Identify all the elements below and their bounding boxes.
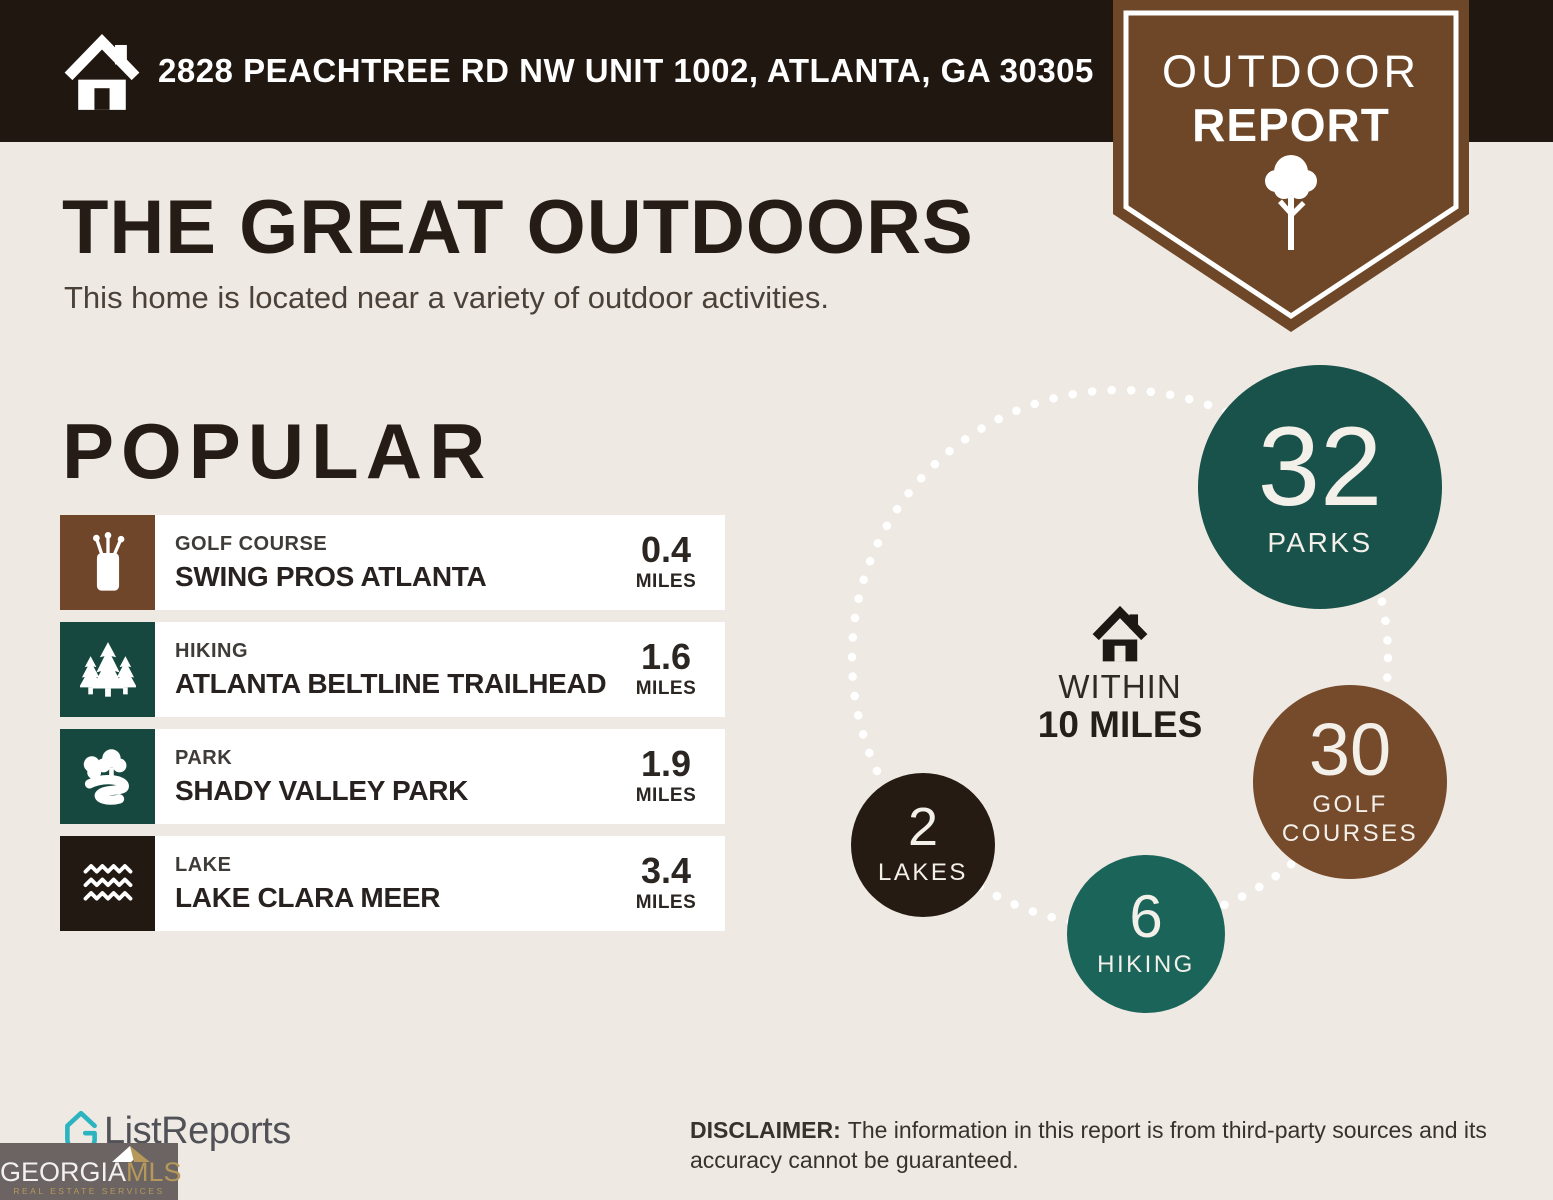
list-item-hiking: HIKING ATLANTA BELTLINE TRAILHEAD 1.6 MI… bbox=[60, 622, 725, 717]
stat-circle-hiking: 6 HIKING bbox=[1067, 855, 1225, 1013]
stat-circle-parks: 32 PARKS bbox=[1198, 365, 1442, 609]
item-category: HIKING bbox=[175, 639, 248, 662]
item-name: SHADY VALLEY PARK bbox=[175, 774, 469, 806]
mls-tagline: REAL ESTATE SERVICES bbox=[13, 1186, 165, 1196]
stat-circle-golf-courses: 30 GOLF COURSES bbox=[1253, 685, 1447, 879]
stat-label: GOLF COURSES bbox=[1281, 791, 1419, 848]
item-name: ATLANTA BELTLINE TRAILHEAD bbox=[175, 667, 607, 699]
park-path-icon bbox=[60, 729, 155, 824]
popular-list: GOLF COURSE SWING PROS ATLANTA 0.4 MILES bbox=[60, 515, 725, 943]
radius-label-line1: WITHIN bbox=[1058, 668, 1182, 705]
stat-label: PARKS bbox=[1267, 527, 1373, 559]
page-subtitle: This home is located near a variety of o… bbox=[64, 280, 830, 315]
list-item-lake: LAKE LAKE CLARA MEER 3.4 MILES bbox=[60, 836, 725, 931]
stat-value: 30 bbox=[1308, 708, 1392, 792]
item-name: LAKE CLARA MEER bbox=[175, 881, 441, 913]
stat-value: 32 bbox=[1257, 404, 1383, 529]
radius-label-line2: 10 MILES bbox=[1037, 704, 1203, 745]
stat-circle-lakes: 2 LAKES bbox=[851, 773, 995, 917]
mls-name-right: MLS bbox=[126, 1157, 182, 1187]
disclaimer-text: The information in this report is from t… bbox=[690, 1117, 1487, 1173]
waves-icon bbox=[60, 836, 155, 931]
golf-bag-icon bbox=[60, 515, 155, 610]
item-name: SWING PROS ATLANTA bbox=[175, 560, 487, 592]
georgia-mls-logo: GEORGIAMLS REAL ESTATE SERVICES bbox=[0, 1143, 182, 1200]
item-distance: 1.9 MILES bbox=[635, 743, 697, 807]
tree-icon bbox=[1265, 155, 1317, 250]
item-category: GOLF COURSE bbox=[175, 532, 328, 555]
disclaimer-label: DISCLAIMER: bbox=[690, 1117, 841, 1143]
item-distance: 3.4 MILES bbox=[635, 850, 697, 914]
stat-label: HIKING bbox=[1097, 951, 1195, 979]
mls-name-left: GEORGIA bbox=[0, 1157, 127, 1187]
item-category: PARK bbox=[175, 746, 233, 769]
item-distance: 0.4 MILES bbox=[635, 529, 697, 593]
pine-trees-icon bbox=[60, 622, 155, 717]
home-icon bbox=[64, 33, 140, 110]
page-title: THE GREAT OUTDOORS bbox=[62, 185, 974, 270]
stat-label: LAKES bbox=[878, 859, 968, 887]
house-icon bbox=[1092, 605, 1148, 662]
stat-value: 6 bbox=[1129, 883, 1163, 951]
stat-value: 2 bbox=[907, 796, 939, 857]
badge-line2: REPORT bbox=[1192, 99, 1390, 151]
item-category: LAKE bbox=[175, 853, 232, 876]
mountain-icon bbox=[112, 1146, 150, 1162]
badge-line1: OUTDOOR bbox=[1162, 46, 1420, 97]
item-distance: 1.6 MILES bbox=[635, 636, 697, 700]
list-item-park: PARK SHADY VALLEY PARK 1.9 MILES bbox=[60, 729, 725, 824]
popular-heading: POPULAR bbox=[62, 407, 493, 495]
list-item-golf-course: GOLF COURSE SWING PROS ATLANTA 0.4 MILES bbox=[60, 515, 725, 610]
property-address: 2828 PEACHTREE RD NW UNIT 1002, ATLANTA,… bbox=[158, 52, 1094, 89]
disclaimer: DISCLAIMER: The information in this repor… bbox=[690, 1116, 1495, 1176]
